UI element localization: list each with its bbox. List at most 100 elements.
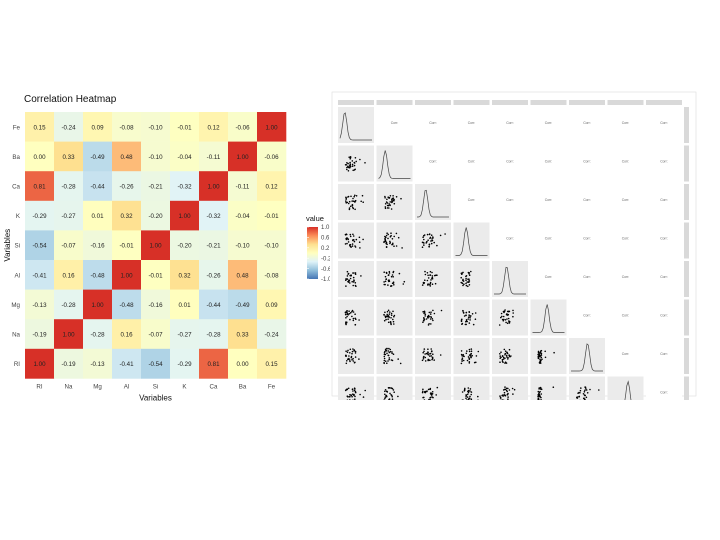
scatter-points (537, 349, 555, 364)
scatter-points (345, 194, 364, 211)
heatmap-cell (54, 348, 84, 379)
heatmap-cell-label: -0.54 (32, 243, 47, 250)
scatter-points (421, 348, 442, 362)
pairs-row-strip (684, 145, 689, 182)
corr-panel-label: Corr: (622, 314, 630, 318)
corr-panel-label: Corr: (622, 275, 630, 279)
heatmap-cell-label: -0.32 (206, 213, 221, 220)
heatmap-cell (228, 289, 258, 320)
heatmap-cell (257, 141, 287, 172)
heatmap-cell-label: -0.44 (206, 302, 221, 309)
heatmap-cell (141, 200, 171, 231)
corr-panel-label: Corr: (583, 314, 591, 318)
heatmap-cell-label: 1.00 (33, 361, 46, 368)
density-curve (378, 150, 411, 179)
y-tick-label: Na (12, 332, 20, 339)
heatmap-cell-label: 0.01 (91, 213, 104, 220)
pairs-column-strip (376, 100, 413, 105)
heatmap-cell-label: 1.00 (236, 154, 249, 161)
corr-panel-label: Corr: (506, 237, 514, 241)
heatmap-cell (25, 112, 55, 142)
heatmap-cell-label: -0.08 (119, 124, 134, 131)
heatmap-cell-label: -0.10 (148, 124, 163, 131)
heatmap-cell-label: -0.41 (119, 361, 134, 368)
heatmap-cell-label: 0.09 (265, 302, 278, 309)
legend-tick-label: 0.6 (321, 236, 330, 242)
scatter-panel (338, 338, 374, 374)
corr-panel-label: Corr: (545, 121, 553, 125)
heatmap-cell-label: -0.01 (177, 124, 192, 131)
scatter-points (461, 387, 479, 400)
corr-panel (376, 107, 413, 143)
heatmap-cell-label: -0.13 (32, 302, 47, 309)
heatmap-cell (228, 112, 258, 142)
heatmap-cell-label: -0.48 (119, 302, 134, 309)
corr-panel (569, 261, 605, 297)
scatter-points (384, 195, 402, 210)
heatmap-cell-label: 0.81 (207, 361, 220, 368)
heatmap-cell (257, 200, 287, 231)
heatmap-cell (257, 112, 287, 142)
heatmap-cell-label: 0.15 (265, 361, 278, 368)
scatter-panel (376, 376, 413, 400)
heatmap-cell-label: -0.07 (61, 243, 76, 250)
y-tick-label: Fe (13, 124, 21, 131)
corr-panel (453, 145, 490, 182)
scatter-panel (569, 376, 605, 400)
heatmap-cell (199, 289, 229, 320)
heatmap-cell (141, 319, 171, 350)
corr-panel-label: Corr: (622, 160, 630, 164)
heatmap-cell-label: 1.00 (149, 243, 162, 250)
heatmap-cell (83, 260, 113, 290)
density-panel (607, 376, 644, 400)
heatmap-cell (170, 260, 200, 290)
scatter-points (383, 270, 406, 287)
scatter-panel (338, 145, 374, 182)
heatmap-cell-label: -0.10 (235, 243, 250, 250)
corr-panel (607, 299, 644, 336)
scatter-points (421, 270, 438, 287)
heatmap-cell (257, 260, 287, 290)
heatmap-cell-label: -0.04 (235, 213, 250, 220)
corr-panel-label: Corr: (622, 198, 630, 202)
density-curve (417, 189, 449, 218)
heatmap-cell (83, 112, 113, 142)
scatter-panel (453, 299, 490, 336)
y-tick-label: Al (14, 272, 20, 279)
scatter-points (383, 309, 396, 326)
pairs-row-strip (684, 222, 689, 259)
corr-panel (646, 376, 682, 400)
density-panel (530, 299, 567, 336)
corr-panel-label: Corr: (583, 160, 591, 164)
heatmap-cell (228, 141, 258, 172)
corr-panel (607, 261, 644, 297)
corr-panel (415, 107, 451, 143)
corr-panel (569, 222, 605, 259)
heatmap-cell-label: -0.11 (207, 154, 221, 161)
heatmap-cell (170, 319, 200, 350)
heatmap-cell-label: -0.48 (90, 272, 105, 279)
scatter-points (344, 348, 360, 365)
pairs-column-strip (338, 100, 374, 105)
scatter-panel (415, 299, 451, 336)
corr-panel-label: Corr: (660, 198, 668, 202)
x-tick-label: RI (36, 383, 42, 390)
x-tick-label: Ca (210, 383, 218, 390)
heatmap-cell-label: -0.49 (90, 154, 105, 161)
heatmap-cell (25, 141, 55, 172)
density-panel (415, 184, 451, 220)
pairs-column-strip (453, 100, 490, 105)
y-axis-label: Variables (3, 229, 12, 262)
heatmap-cell-label: -0.11 (236, 184, 250, 191)
scatter-points (537, 386, 555, 400)
scatter-points (422, 309, 443, 326)
heatmap-cell (112, 348, 142, 379)
heatmap-cell (54, 319, 84, 350)
pairs-row-strip (684, 107, 689, 143)
heatmap-cell (199, 141, 229, 172)
heatmap-cell-label: -0.41 (32, 272, 47, 279)
corr-panel (607, 184, 644, 220)
heatmap-cell-label: -0.49 (235, 302, 250, 309)
corr-panel-label: Corr: (545, 237, 553, 241)
scatter-panel (338, 376, 374, 400)
